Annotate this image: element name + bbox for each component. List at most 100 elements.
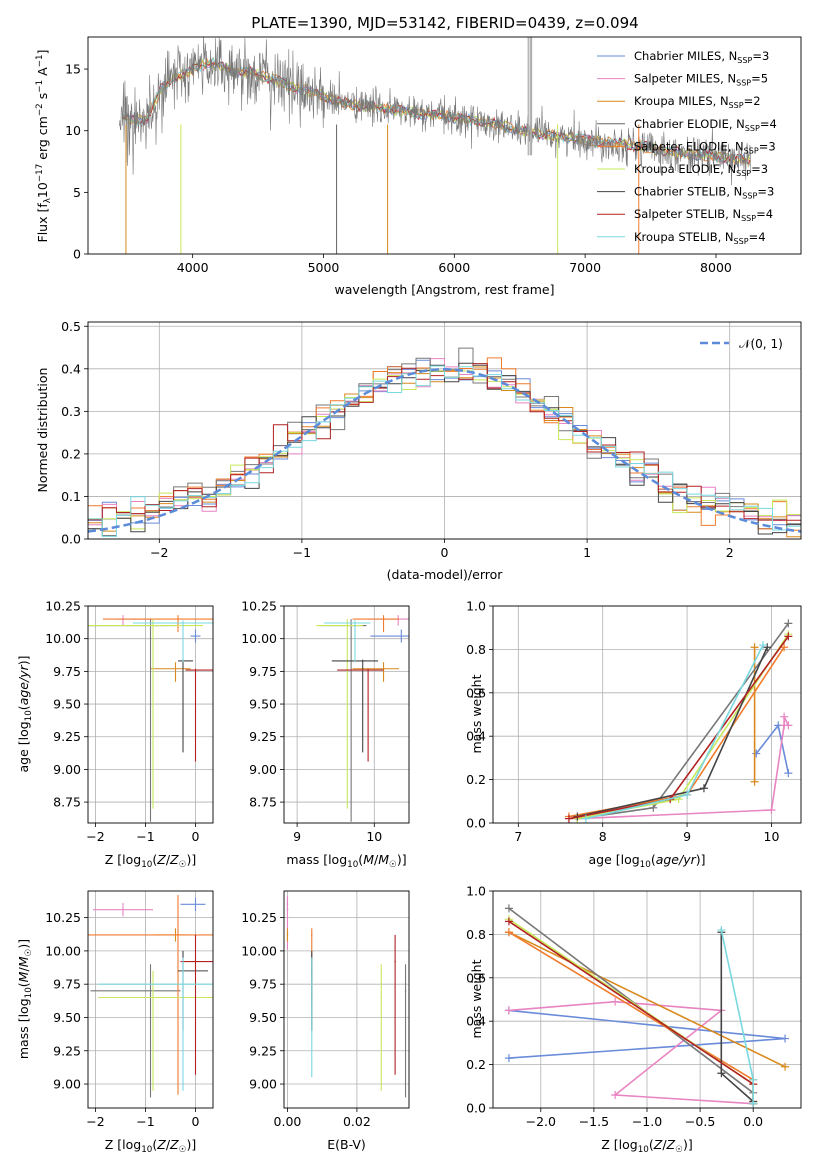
legend-entry: Chabrier MILES, NSSP=3 — [634, 49, 769, 65]
ssp-marker — [504, 917, 513, 926]
ssp-marker — [750, 643, 759, 652]
ssp-marker — [611, 1090, 620, 1099]
y-tick-label: 1.0 — [466, 599, 486, 614]
x-tick-label: 10 — [366, 829, 382, 844]
x-tick-label: 8000 — [700, 260, 732, 275]
ssp-marker — [504, 928, 513, 937]
ssp-marker — [717, 1069, 726, 1078]
y-axis-label: mass [log10(M/M☉)] — [16, 939, 34, 1059]
legend-entry: Chabrier ELODIE, NSSP=4 — [634, 117, 777, 133]
axes-frame — [87, 321, 802, 540]
y-tick-label: 9.50 — [249, 1010, 277, 1025]
y-tick-label: 10 — [65, 123, 81, 138]
panel-mass_vs_ebv: 0.00 0.02 9.00 9.25 9.50 9.75 10.00 10.25 E(B-V) — [241, 890, 410, 1152]
figure-title: PLATE=1390, MJD=53142, FIBERID=0439, z=0… — [251, 14, 638, 32]
axes: −2 −1 0 8.75 9.00 9.25 9.50 9.75 10.00 10.25 Z [lo… — [16, 599, 214, 870]
legend-entry: Chabrier STELIB, NSSP=3 — [634, 185, 774, 201]
ssp-marker — [784, 619, 793, 628]
x-tick-label: −2 — [86, 829, 104, 844]
x-tick-label: −1.0 — [632, 1114, 662, 1129]
x-tick-label: −2 — [86, 1114, 104, 1129]
axes-frame — [283, 605, 410, 824]
y-tick-label: 9.00 — [53, 1077, 81, 1092]
axes-frame — [87, 605, 214, 824]
y-tick-label: 0.4 — [466, 729, 486, 744]
y-tick-label: 9.50 — [53, 1010, 81, 1025]
x-tick-label: −1 — [136, 1114, 154, 1129]
y-tick-label: 0.0 — [466, 1101, 486, 1116]
panel-massweight_vs_age: 7 8 9 10 0.0 0.2 0.4 0.6 0.8 1.0 age [log10(age/yr… — [466, 599, 802, 870]
x-tick-label: 10 — [764, 829, 780, 844]
x-tick-label: −1.5 — [579, 1114, 609, 1129]
x-tick-label: 0 — [192, 1114, 200, 1129]
axes: −2.0 −1.5 −1.0 −0.5 0.0 0.0 0.2 0.4 0.6 0.8 1.0 Z [… — [466, 884, 802, 1155]
plot-area — [88, 615, 213, 822]
ssp-marker — [699, 784, 708, 793]
x-tick-label: 8 — [599, 829, 607, 844]
legend-entry: Salpeter ELODIE, NSSP=3 — [634, 139, 776, 155]
mass-weight-line — [577, 622, 789, 820]
panel-residuals: −2 −1 0 1 2 0.0 0.1 0.2 0.3 0.4 0.5 (data-model)/er… — [35, 319, 802, 582]
ssp-marker — [504, 1006, 513, 1015]
y-tick-label: 9.00 — [249, 1077, 277, 1092]
y-tick-label: 10.25 — [45, 910, 81, 925]
y-tick-label: 1.0 — [466, 884, 486, 899]
x-tick-label: 5000 — [308, 260, 340, 275]
grid — [284, 891, 409, 1108]
plot-area — [119, 37, 752, 254]
x-tick-label: 0 — [192, 829, 200, 844]
y-axis-label: mass weight — [469, 674, 484, 753]
ssp-marker — [780, 643, 789, 652]
legend-entry: Kroupa ELODIE, NSSP=3 — [634, 162, 768, 178]
ssp-marker — [781, 1034, 790, 1043]
x-axis-label: Z [log10(Z/Z☉)] — [601, 1137, 693, 1155]
y-tick-label: 9.25 — [249, 1043, 277, 1058]
axes-frame — [492, 605, 802, 824]
ssp-marker — [649, 803, 658, 812]
plot-area — [88, 894, 213, 1098]
axes: −2 −1 0 9.00 9.25 9.50 9.75 10.00 10.25 Z [log10(… — [16, 890, 214, 1155]
y-tick-label: 9.00 — [249, 762, 277, 777]
x-tick-label: 6000 — [438, 260, 470, 275]
legend-entry: Salpeter MILES, NSSP=5 — [634, 72, 768, 88]
y-tick-label: 9.00 — [53, 762, 81, 777]
ssp-marker — [749, 1099, 758, 1108]
x-tick-label: −1 — [293, 545, 311, 560]
mass-weight-line — [508, 931, 754, 1102]
ssp-marker — [717, 926, 726, 935]
y-tick-label: 0 — [73, 247, 81, 262]
panel-spectrum: 4000 5000 6000 7000 8000 0 5 10 15 wavelength [An… — [35, 36, 802, 297]
y-axis-label: mass weight — [469, 959, 484, 1038]
y-tick-label: 9.25 — [53, 1043, 81, 1058]
panel-mass_vs_Z: −2 −1 0 9.00 9.25 9.50 9.75 10.00 10.25 Z [log10(… — [16, 890, 214, 1155]
x-axis-label: mass [log10(M/M☉)] — [286, 852, 406, 870]
ssp-marker — [750, 777, 759, 786]
mass-weight-line — [577, 633, 789, 820]
y-tick-label: 9.50 — [249, 697, 277, 712]
plot-area — [564, 619, 793, 823]
y-tick-label: 9.75 — [53, 664, 81, 679]
y-tick-label: 0.3 — [61, 404, 81, 419]
axes: −2 −1 0 1 2 0.0 0.1 0.2 0.3 0.4 0.5 (data-model)/er… — [35, 319, 802, 582]
observed-spectrum — [119, 37, 752, 186]
mass-weight-line — [508, 918, 754, 1104]
y-tick-label: 10.00 — [241, 943, 277, 958]
legend-entry: Kroupa MILES, NSSP=2 — [634, 94, 761, 110]
x-tick-label: 2 — [726, 545, 734, 560]
plot-area — [504, 904, 790, 1108]
y-tick-label: 9.25 — [249, 729, 277, 744]
legend-entry: Kroupa STELIB, NSSP=4 — [634, 230, 766, 246]
y-tick-label: 0.2 — [466, 1057, 486, 1072]
y-tick-label: 0.5 — [61, 319, 81, 334]
y-tick-label: 0.8 — [466, 642, 486, 657]
x-tick-label: −0.5 — [685, 1114, 715, 1129]
ssp-marker — [759, 641, 768, 650]
axes: 7 8 9 10 0.0 0.2 0.4 0.6 0.8 1.0 age [log10(age/yr… — [466, 599, 802, 870]
legend-entry: 𝒩(0, 1) — [739, 337, 783, 351]
x-tick-label: −1 — [136, 829, 154, 844]
axes-frame — [492, 890, 802, 1109]
ssp-marker — [767, 805, 776, 814]
plot-area — [286, 896, 407, 1098]
y-tick-label: 9.50 — [53, 697, 81, 712]
y-tick-label: 10.25 — [241, 910, 277, 925]
